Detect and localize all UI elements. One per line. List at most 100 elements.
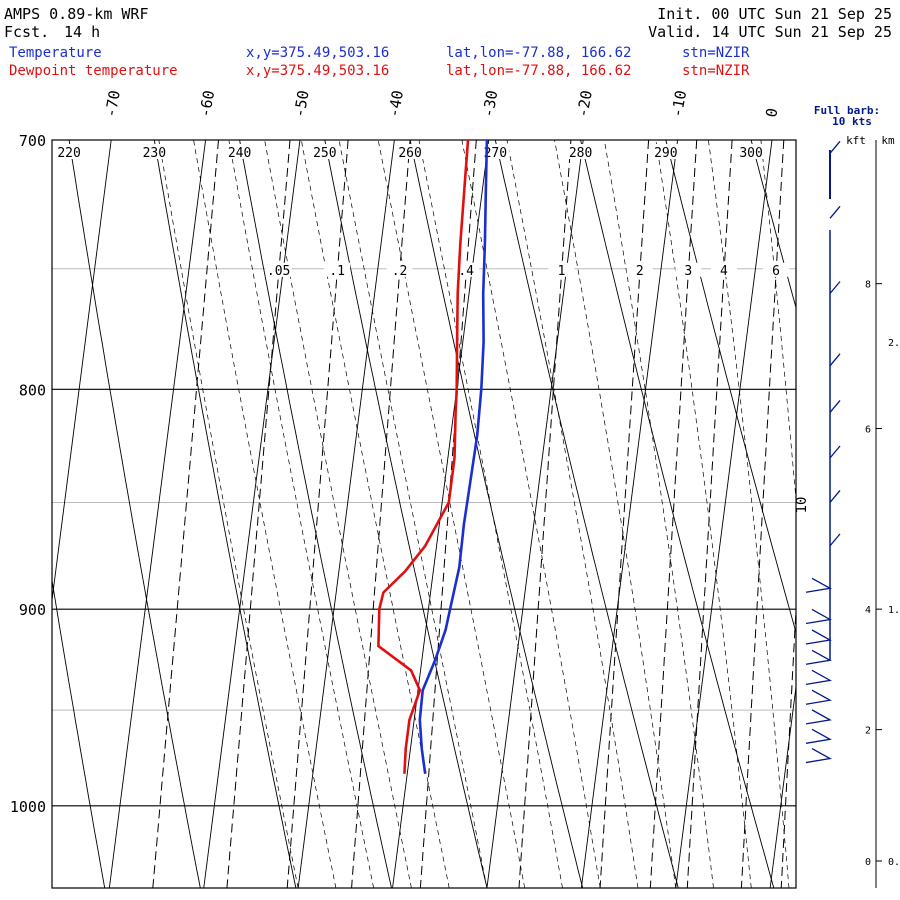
mixing-ratio-label: 6 <box>772 264 780 279</box>
theta-label-bg <box>651 144 680 159</box>
forecast-label: Fcst. <box>4 23 50 41</box>
wind-barb <box>829 205 841 219</box>
kft-tick-label: 8 <box>865 280 871 291</box>
mixing-ratio-label: .4 <box>458 264 474 279</box>
mixing-ratio-label-bg <box>324 262 351 277</box>
mixing-ratio-line <box>351 140 411 888</box>
moist-adiabat-line <box>461 140 601 888</box>
mixing-ratio-line <box>740 140 785 888</box>
mixing-ratio-label: 3 <box>684 264 692 279</box>
mixing-ratio-label-bg <box>710 262 737 277</box>
mixing-ratio-label: 2 <box>636 264 644 279</box>
dry-adiabat-line <box>239 140 392 888</box>
wind-barb <box>829 281 841 294</box>
mixing-ratio-label-bg <box>386 262 413 277</box>
dewpoint-profile <box>377 139 470 774</box>
theta-label-bg <box>396 144 425 159</box>
mixing-ratio-label: .2 <box>392 264 408 279</box>
moist-adiabat-line <box>264 140 412 888</box>
legend-temperature-name: Temperature <box>9 45 102 61</box>
theta-label: 220 <box>57 146 80 161</box>
pressure-tick-label: 1000 <box>10 798 46 816</box>
legend-dewpoint-name: Dewpoint temperature <box>9 63 178 79</box>
temperature-tick-label: -40 <box>385 89 407 119</box>
moist-adiabat-line <box>418 140 563 888</box>
wind-barb-panel: Full barb: 10 kts kft km 0 2 4 6 8 0. 1. 2. <box>805 104 900 888</box>
temperature-tick-label: -70 <box>101 89 123 119</box>
theta-label: 300 <box>739 146 762 161</box>
kft-tick-label: 0 <box>865 857 871 868</box>
pressure-tick-label: 700 <box>19 132 46 150</box>
moist-adiabat-line <box>228 140 375 888</box>
model-title: AMPS 0.89-km WRF <box>4 5 149 23</box>
isotherm-line <box>108 140 207 888</box>
dry-adiabat-line <box>750 140 796 310</box>
isotherm-line <box>580 140 679 888</box>
legend-dewpoint-stn: stn=NZIR <box>682 63 750 79</box>
mixing-ratio-line <box>419 140 477 888</box>
legend-dewpoint-xy: x,y=375.49,503.16 <box>246 63 390 79</box>
theta-label-bg <box>481 144 510 159</box>
mixing-ratio-label: 1 <box>558 264 566 279</box>
theta-label-bg <box>737 144 766 159</box>
temperature-tick-label: -50 <box>290 89 312 119</box>
dry-adiabat-line <box>836 140 900 888</box>
isotherm-line <box>486 140 584 888</box>
forecast-hour: 14 h <box>64 23 101 41</box>
theta-label: 280 <box>569 146 592 161</box>
temperature-profile <box>418 139 489 774</box>
wind-barb <box>805 629 832 645</box>
mixing-ratio-label-bg <box>548 262 575 277</box>
mixing-ratio-label: .05 <box>267 264 290 279</box>
dry-adiabat-line <box>52 578 106 888</box>
dry-adiabat-line <box>409 140 584 888</box>
barb-legend-line2: 10 kts <box>832 115 872 128</box>
km-axis-label: km <box>881 134 895 147</box>
mixing-ratio-line <box>599 140 650 888</box>
mixing-ratio-label-bg <box>265 262 292 277</box>
isotherm-line <box>865 140 900 888</box>
init-time: Init. 00 UTC Sun 21 Sep 25 <box>657 5 892 23</box>
pressure-tick-label: 900 <box>19 601 46 619</box>
mixing-ratio-line <box>649 140 698 888</box>
legend-temperature-xy: x,y=375.49,503.16 <box>246 45 390 61</box>
dry-adiabat-line <box>68 140 201 888</box>
wind-barb <box>829 140 841 154</box>
isotherm-line <box>392 140 490 888</box>
dry-adiabat-line <box>494 140 679 888</box>
pressure-tick-label: 800 <box>19 381 46 399</box>
wind-barb <box>805 747 832 764</box>
isotherm-side-label: 10 <box>794 497 810 514</box>
kft-tick-label: 4 <box>865 605 871 616</box>
mixing-ratio-label: .1 <box>329 264 345 279</box>
mixing-ratio-label-bg <box>675 262 702 277</box>
wind-barb <box>805 689 832 705</box>
theta-label: 250 <box>313 146 336 161</box>
dry-adiabat-line <box>153 140 297 888</box>
moist-adiabat-line <box>300 140 450 888</box>
theta-label: 290 <box>654 146 677 161</box>
theta-label-bg <box>55 144 84 159</box>
mixing-ratio-line <box>226 140 291 888</box>
temperature-tick-label: -10 <box>668 89 690 119</box>
isotherm-line <box>0 140 17 888</box>
temperature-tick-label: -30 <box>479 89 501 119</box>
moist-adiabat-line <box>812 140 864 888</box>
theta-label-bg <box>310 144 339 159</box>
temperature-tick-label: -20 <box>573 89 595 119</box>
theta-label-bg <box>225 144 254 159</box>
theta-label: 230 <box>143 146 166 161</box>
temperature-tick-label: -60 <box>196 89 218 119</box>
barb-legend-line1: Full barb: <box>814 104 880 117</box>
theta-label: 270 <box>484 146 507 161</box>
kft-axis-label: kft <box>846 134 866 147</box>
isotherm-line <box>297 140 395 888</box>
moist-adiabat-line <box>708 140 790 888</box>
temperature-tick-label: 0 <box>762 107 781 119</box>
isotherm-line <box>675 140 773 888</box>
wind-barb <box>829 533 841 547</box>
moist-adiabat-line <box>603 140 714 888</box>
dry-adiabat-line <box>580 140 775 888</box>
wind-barb <box>805 728 832 744</box>
